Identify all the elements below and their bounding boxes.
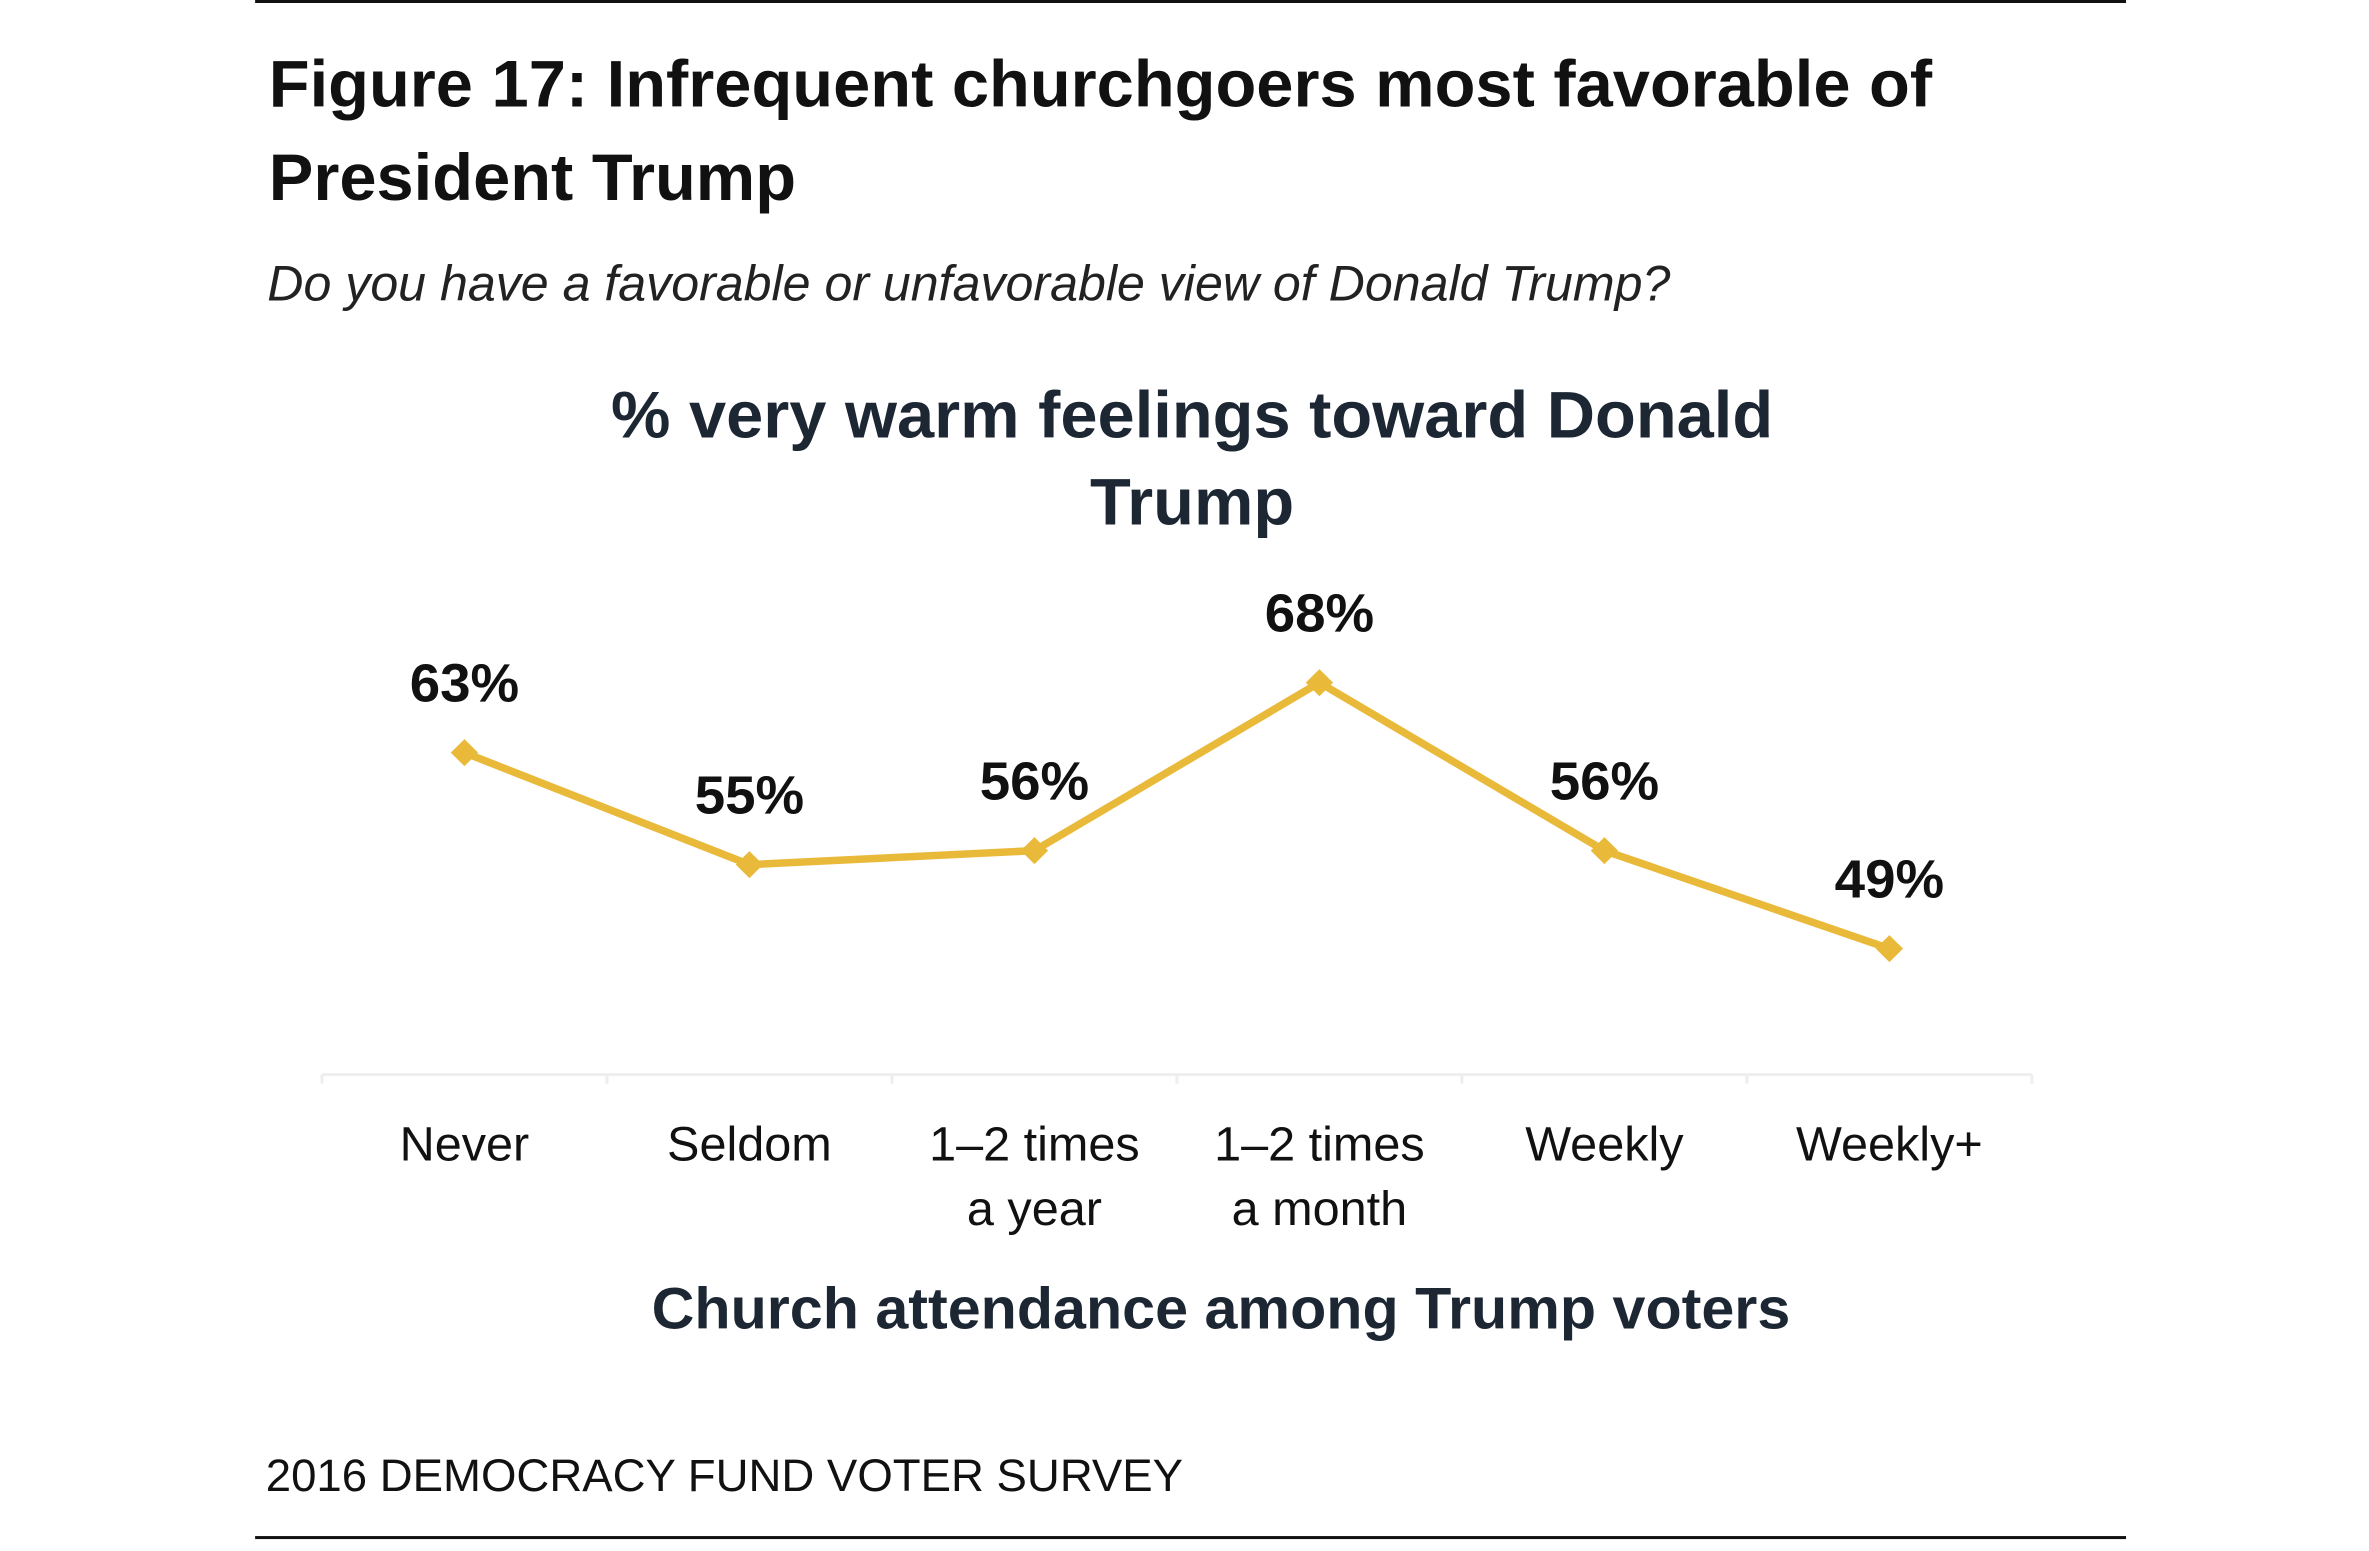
x-tick-label: a year <box>967 1182 1102 1236</box>
data-point-marker <box>735 851 764 879</box>
source-note: 2016 DEMOCRACY FUND VOTER SURVEY <box>265 1451 1184 1502</box>
x-tick-label: 1–2 times <box>1214 1118 1425 1172</box>
x-tick-label: Never <box>400 1118 530 1172</box>
data-label: 63% <box>410 653 519 714</box>
data-point-marker <box>1590 837 1619 865</box>
x-tick-label: a month <box>1232 1182 1408 1236</box>
data-label: 49% <box>1835 849 1944 910</box>
figure-title: Figure 17: Infrequent churchgoers most f… <box>268 48 1933 215</box>
x-tick-label: Weekly <box>1525 1118 1684 1172</box>
chart-title: % very warm feelings toward Donald Trump <box>610 378 1774 540</box>
data-label: 56% <box>980 751 1089 812</box>
data-label: 56% <box>1550 751 1659 812</box>
data-label: 55% <box>695 765 804 826</box>
data-point-marker <box>1020 837 1049 865</box>
data-label: 68% <box>1265 583 1374 644</box>
bottom-rule <box>255 1536 2127 1540</box>
x-tick-label: Seldom <box>667 1118 832 1172</box>
x-axis-title: Church attendance among Trump voters <box>651 1277 1791 1343</box>
series-line <box>463 678 1891 953</box>
top-rule <box>255 0 2127 4</box>
data-point-marker <box>450 739 479 767</box>
data-point-marker <box>1875 935 1904 963</box>
x-tick-label: 1–2 times <box>929 1118 1140 1172</box>
x-tick-label: Weekly+ <box>1796 1118 1983 1172</box>
figure-subtitle: Do you have a favorable or unfavorable v… <box>267 255 1671 312</box>
